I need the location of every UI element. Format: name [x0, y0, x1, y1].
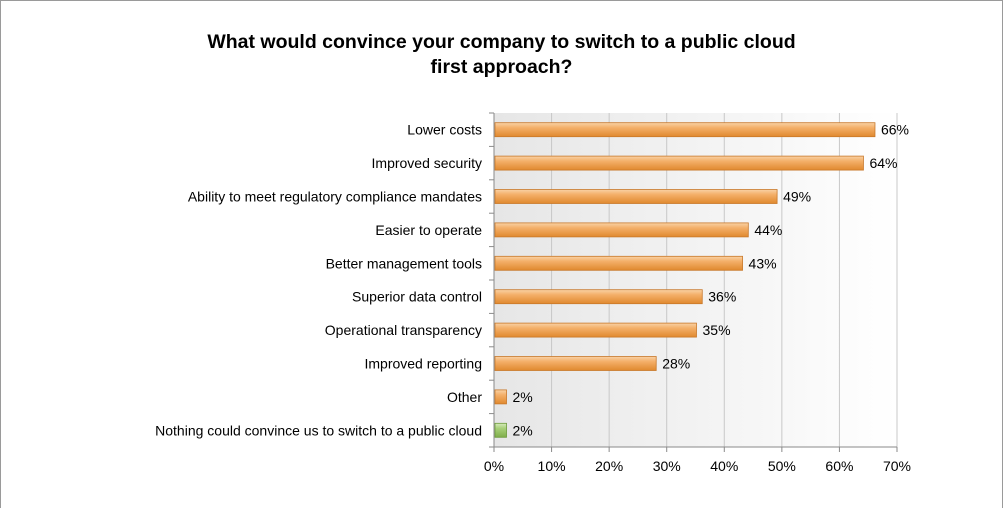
bar [494, 189, 778, 204]
category-label: Improved reporting [364, 356, 482, 372]
category-label: Lower costs [407, 122, 482, 138]
chart-title-line-1: What would convince your company to swit… [207, 31, 796, 53]
data-label: 28% [662, 356, 690, 372]
bar [494, 122, 876, 138]
data-label: 35% [703, 322, 731, 338]
x-tick-label: 70% [883, 458, 911, 474]
bar [494, 322, 697, 338]
category-label: Other [447, 389, 482, 405]
category-label: Superior data control [352, 289, 482, 305]
category-label: Better management tools [326, 255, 482, 271]
category-label: Ability to meet regulatory compliance ma… [188, 189, 482, 205]
data-label: 2% [513, 389, 533, 405]
x-tick-label: 40% [710, 458, 738, 474]
data-label: 66% [881, 122, 909, 138]
chart-title: What would convince your company to swit… [0, 30, 1003, 80]
bar [494, 422, 507, 438]
data-label: 2% [513, 422, 533, 438]
x-tick-label: 10% [538, 458, 566, 474]
category-label: Easier to operate [375, 222, 482, 238]
bar [494, 222, 749, 238]
bar [494, 356, 657, 371]
x-tick-label: 0% [484, 458, 504, 474]
x-tick-label: 30% [653, 458, 681, 474]
data-label: 36% [708, 289, 736, 305]
data-label: 64% [869, 155, 897, 171]
bar [494, 389, 507, 405]
bar [494, 289, 703, 305]
bar [494, 155, 864, 171]
category-label: Nothing could convince us to switch to a… [155, 422, 482, 438]
chart-title-line-2: first approach? [430, 56, 573, 78]
x-tick-label: 20% [595, 458, 623, 474]
data-label: 43% [749, 255, 777, 271]
x-tick-label: 60% [825, 458, 853, 474]
data-label: 49% [783, 189, 811, 205]
data-label: 44% [754, 222, 782, 238]
x-tick-label: 50% [768, 458, 796, 474]
category-label: Operational transparency [325, 322, 482, 338]
category-label: Improved security [372, 155, 482, 171]
bar [494, 255, 743, 271]
